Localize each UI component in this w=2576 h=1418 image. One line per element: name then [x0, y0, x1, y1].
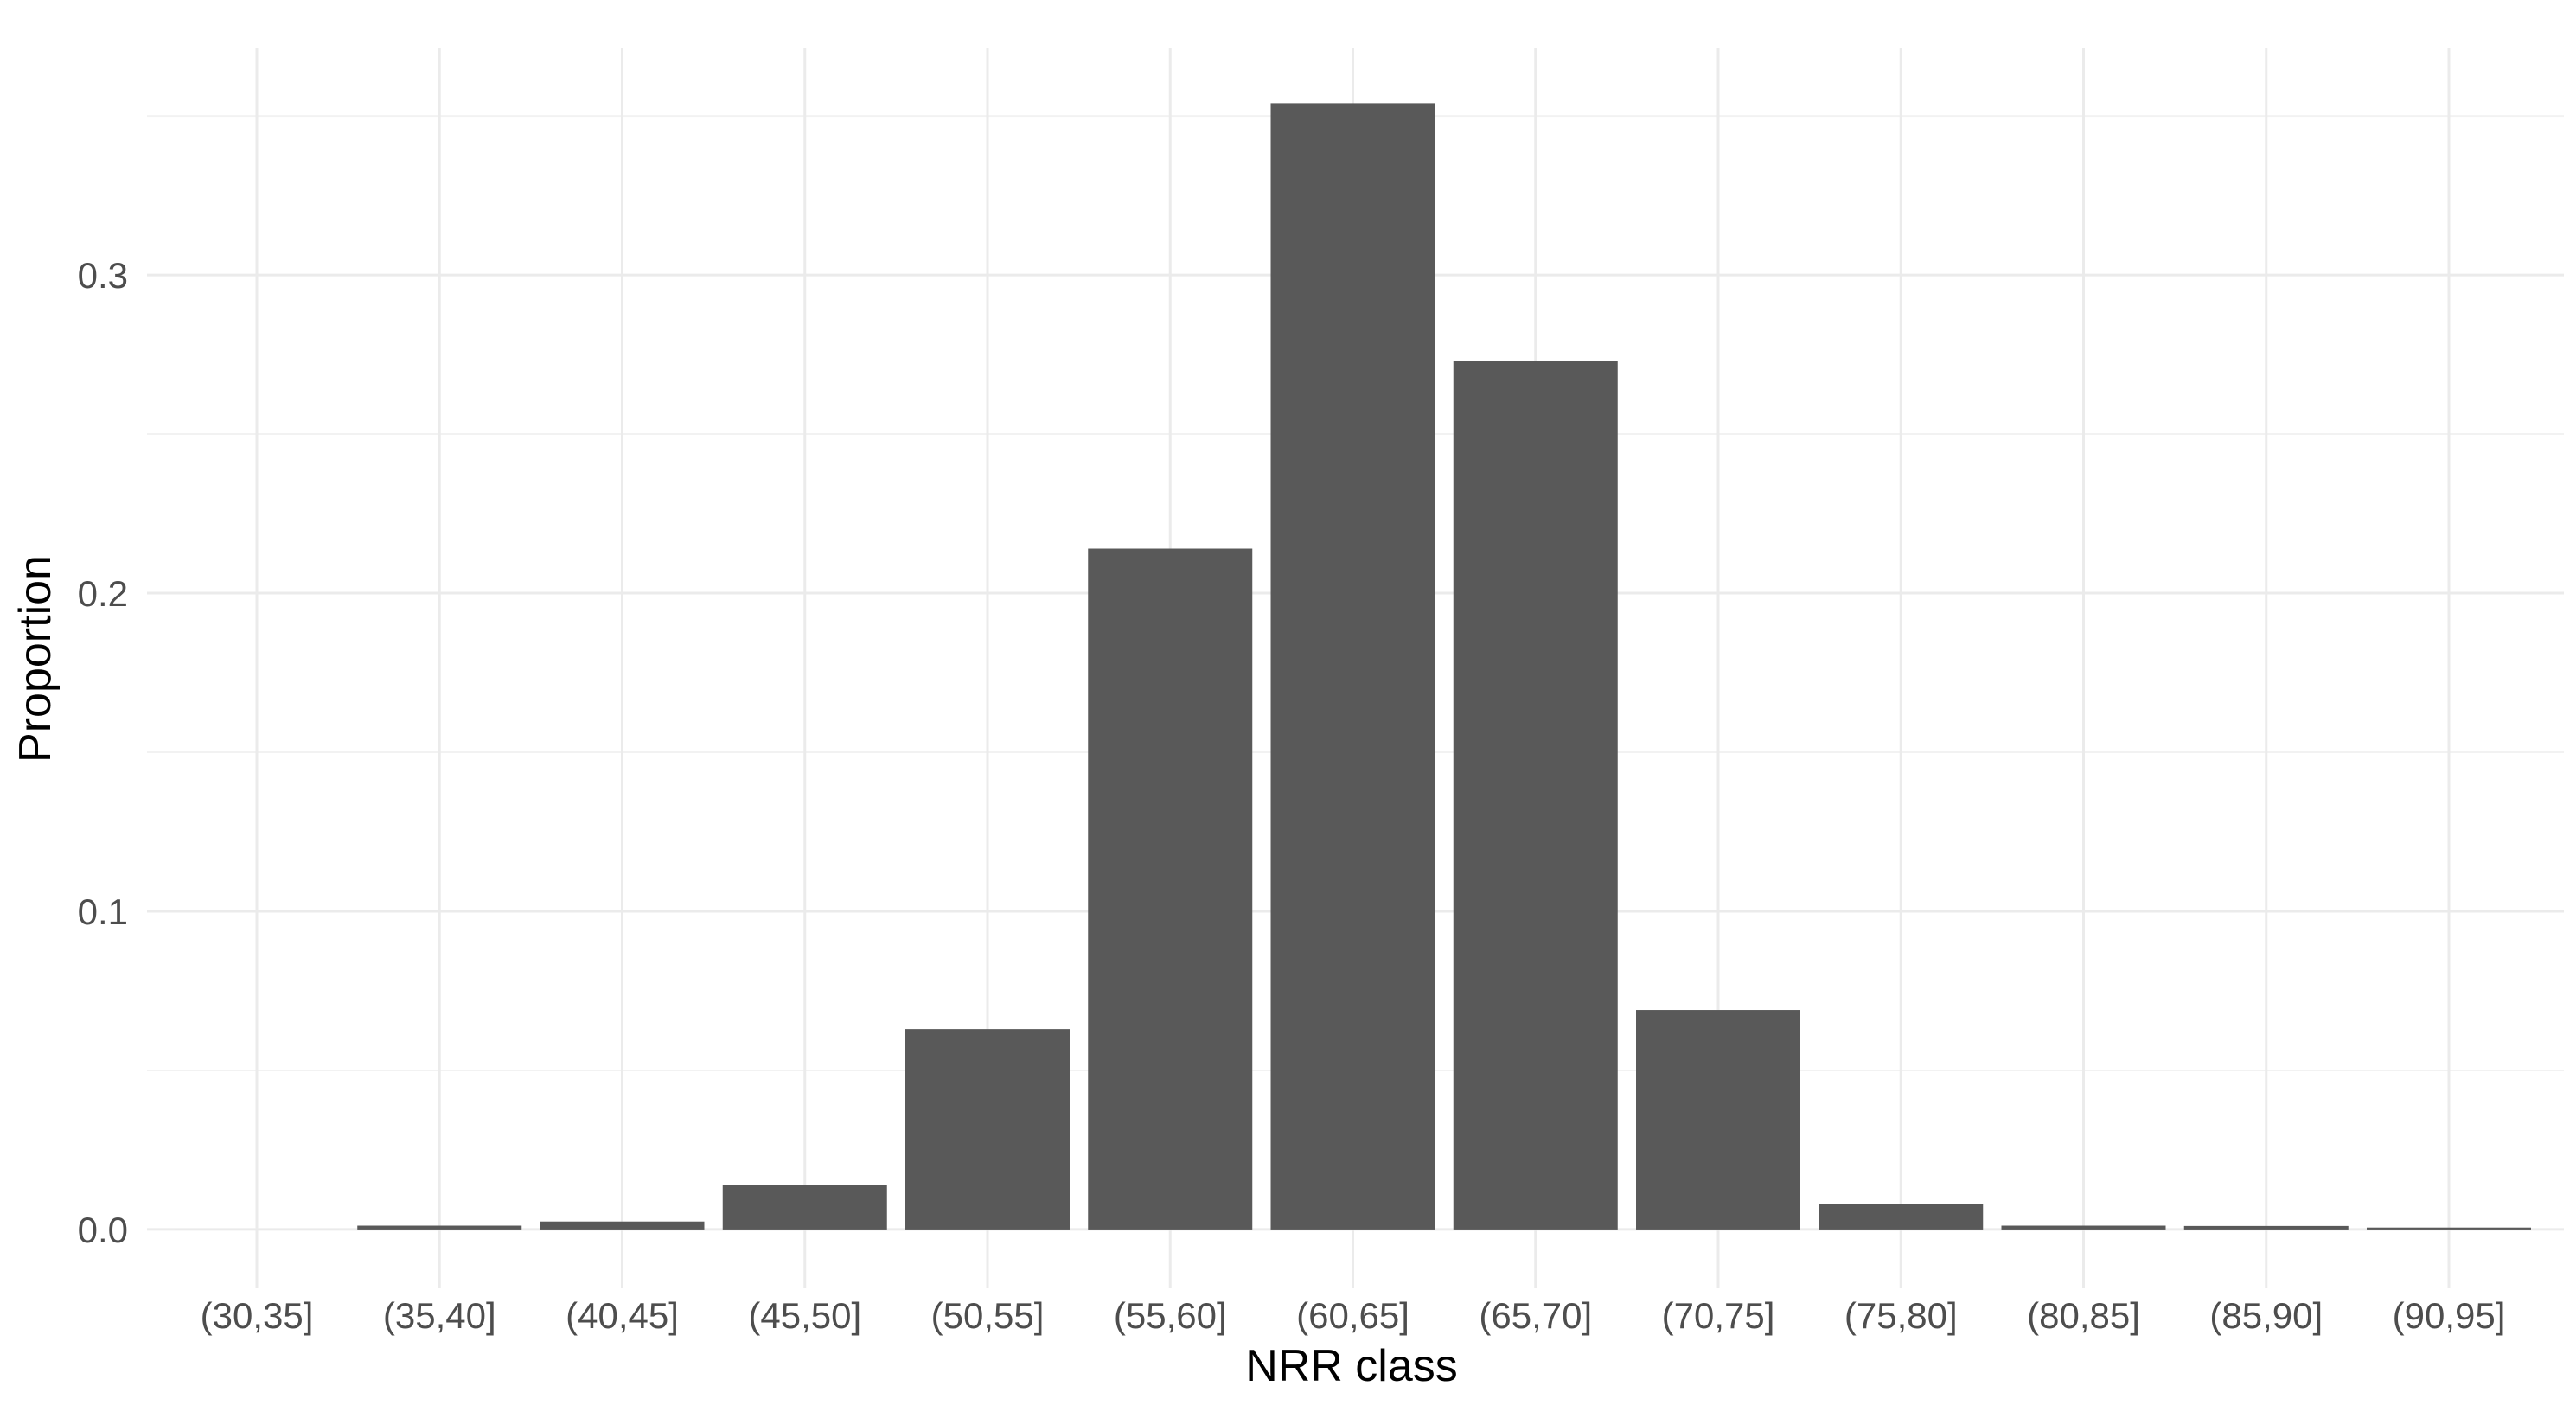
x-tick-labels: (30,35] (35,40] (40,45] (45,50] (50,55] (55,6…: [201, 1295, 2506, 1336]
x-tick-label: (40,45]: [566, 1295, 679, 1336]
x-tick-label: (60,65]: [1296, 1295, 1409, 1336]
bar-(90,95]: [2367, 1227, 2531, 1230]
bar-(75,80]: [1819, 1204, 1984, 1230]
x-tick-label: (45,50]: [748, 1295, 861, 1336]
bar-(40,45]: [540, 1221, 705, 1230]
y-tick-label: 0.1: [78, 891, 128, 932]
x-tick-label: (80,85]: [2027, 1295, 2140, 1336]
x-tick-label: (50,55]: [931, 1295, 1045, 1336]
bar-(65,70]: [1453, 361, 1618, 1230]
bar-(70,75]: [1636, 1010, 1800, 1230]
y-tick-label: 0.2: [78, 573, 128, 614]
bar-(45,50]: [722, 1185, 887, 1230]
x-axis-title: NRR class: [1245, 1341, 1458, 1391]
x-tick-label: (75,80]: [1844, 1295, 1958, 1336]
x-tick-label: (55,60]: [1114, 1295, 1227, 1336]
y-tick-label: 0.3: [78, 255, 128, 296]
bar-(60,65]: [1270, 103, 1435, 1230]
x-tick-label: (85,90]: [2209, 1295, 2323, 1336]
x-tick-label: (65,70]: [1479, 1295, 1592, 1336]
bar-(50,55]: [905, 1029, 1070, 1230]
bar-(55,60]: [1088, 548, 1253, 1230]
bars: [175, 103, 2531, 1230]
bar-(85,90]: [2183, 1225, 2349, 1230]
y-axis-title: Proportion: [10, 555, 61, 763]
bar-(35,40]: [357, 1225, 522, 1230]
x-tick-label: (30,35]: [201, 1295, 314, 1336]
y-tick-label: 0.0: [78, 1210, 128, 1250]
bar-(80,85]: [2001, 1225, 2166, 1230]
x-tick-label: (90,95]: [2393, 1295, 2506, 1336]
x-tick-label: (35,40]: [383, 1295, 496, 1336]
y-tick-labels: 0.0 0.1 0.2 0.3: [78, 255, 128, 1250]
x-tick-label: (70,75]: [1662, 1295, 1775, 1336]
